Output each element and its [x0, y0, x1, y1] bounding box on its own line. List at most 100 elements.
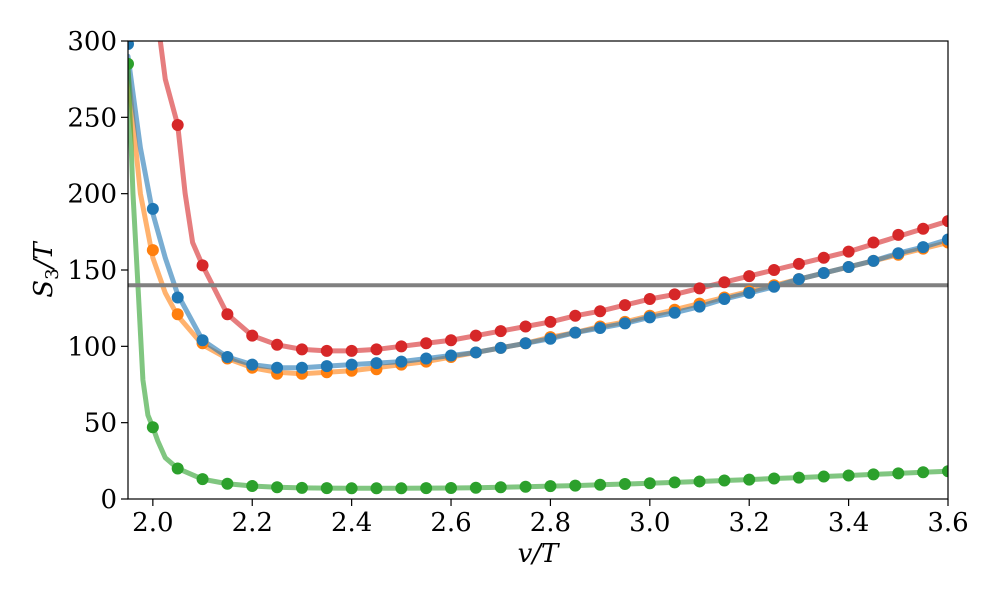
data-point — [693, 282, 706, 295]
y-tick-label: 200 — [67, 180, 117, 210]
data-point — [643, 477, 656, 490]
data-point — [842, 469, 855, 482]
x-tick-label: 3.0 — [629, 508, 670, 538]
data-point — [320, 344, 333, 357]
data-point — [892, 247, 905, 260]
data-point — [693, 300, 706, 313]
x-tick-label: 2.2 — [232, 508, 273, 538]
data-point — [544, 332, 557, 345]
data-point — [295, 343, 308, 356]
data-point — [146, 421, 159, 434]
data-point — [942, 215, 948, 228]
data-point — [295, 361, 308, 374]
x-tick-label: 2.0 — [132, 508, 173, 538]
data-point — [743, 286, 756, 299]
series-line-3 — [157, 41, 948, 354]
data-point — [718, 293, 731, 306]
data-point — [892, 467, 905, 480]
data-point — [345, 358, 358, 371]
data-point — [618, 478, 631, 491]
data-point — [519, 320, 532, 333]
data-point — [668, 288, 681, 301]
data-point — [569, 479, 582, 492]
data-point — [171, 118, 184, 131]
y-axis-label-subscript: 3 — [42, 268, 63, 279]
series-points-4 — [128, 57, 948, 495]
data-point — [395, 355, 408, 368]
x-tick-label: 3.4 — [828, 508, 869, 538]
data-point — [370, 357, 383, 370]
data-point — [743, 473, 756, 486]
data-point — [420, 337, 433, 350]
data-point — [246, 480, 259, 493]
data-point — [196, 259, 209, 272]
data-point — [469, 481, 482, 494]
data-point — [768, 264, 781, 276]
y-axis-label-main: S — [29, 280, 59, 298]
data-point — [544, 315, 557, 328]
data-point — [445, 334, 458, 347]
data-point — [867, 236, 880, 249]
data-point — [320, 482, 333, 495]
data-point — [196, 473, 209, 486]
data-point — [395, 340, 408, 353]
data-point — [146, 202, 159, 215]
x-axis-label: v/T — [518, 539, 560, 569]
data-point — [271, 361, 284, 374]
data-point — [817, 251, 830, 264]
data-point — [345, 482, 358, 495]
series-line-2 — [128, 53, 948, 371]
data-point — [643, 311, 656, 324]
data-point — [420, 352, 433, 365]
y-axis: 0 50 100 150 200 250 300 — [67, 27, 128, 515]
data-point — [420, 482, 433, 495]
data-point — [370, 482, 383, 495]
data-point — [917, 466, 930, 479]
y-axis-label-rest: /T — [29, 241, 59, 272]
data-point — [370, 343, 383, 356]
data-point — [544, 480, 557, 493]
data-point — [295, 481, 308, 494]
series-line-4 — [128, 61, 948, 491]
data-point — [146, 244, 159, 257]
data-point — [817, 267, 830, 280]
data-point — [892, 228, 905, 241]
data-point — [221, 477, 234, 490]
data-point — [445, 482, 458, 495]
x-tick-label: 3.2 — [729, 508, 770, 538]
data-point — [196, 334, 209, 347]
x-tick-label: 3.6 — [927, 508, 968, 538]
data-point — [718, 276, 731, 289]
data-point — [345, 344, 358, 357]
data-point — [792, 257, 805, 270]
data-point — [469, 346, 482, 359]
data-point — [917, 222, 930, 235]
y-axis-label: S3/T — [29, 241, 63, 298]
data-point — [867, 254, 880, 267]
series-points-2 — [128, 41, 948, 374]
y-tick-label: 150 — [67, 256, 117, 286]
data-point — [469, 329, 482, 342]
data-point — [817, 470, 830, 483]
x-tick-label: 2.6 — [430, 508, 471, 538]
y-tick-label: 0 — [100, 485, 117, 515]
data-point — [128, 41, 134, 51]
data-point — [171, 308, 184, 321]
data-point — [445, 349, 458, 362]
data-point — [395, 482, 408, 495]
data-point — [569, 309, 582, 322]
data-point — [221, 308, 234, 321]
data-point — [320, 360, 333, 373]
data-point — [271, 481, 284, 494]
data-point — [494, 341, 507, 354]
data-point — [668, 306, 681, 319]
data-point — [128, 57, 134, 70]
data-point — [494, 325, 507, 338]
series-points-3 — [171, 118, 948, 357]
x-tick-label: 2.8 — [530, 508, 571, 538]
x-axis: 2.0 2.2 2.4 2.6 2.8 3.0 3.2 3.4 3.6 — [132, 499, 969, 538]
data-point — [618, 299, 631, 312]
data-point — [917, 241, 930, 254]
data-point — [594, 478, 607, 491]
